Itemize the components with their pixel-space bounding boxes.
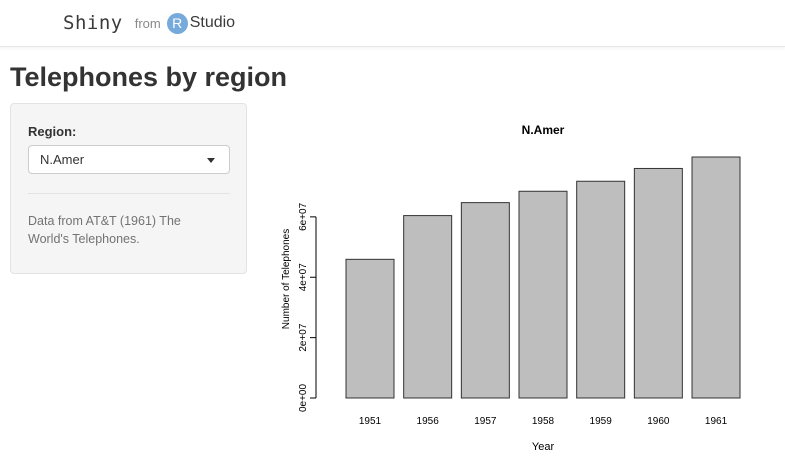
- bar-1960: [633, 167, 683, 399]
- brand-studio-text: Studio: [189, 14, 236, 31]
- brand-from-text: from: [134, 15, 161, 31]
- region-select-value: N.Amer: [40, 152, 85, 167]
- x-axis-label: Year: [532, 441, 555, 453]
- bars: [345, 156, 741, 399]
- x-tick-label: 1960: [647, 416, 670, 427]
- help-text: Data from AT&T (1961) The World's Teleph…: [28, 214, 181, 246]
- y-tick-label: 0e+00: [298, 384, 309, 413]
- bar-chart: N.Amer Year Number of Telephones 0e+00 2e…: [281, 123, 741, 453]
- brand-logo: Shiny from R Studio: [63, 10, 235, 36]
- y-tick-label: 2e+07: [298, 323, 309, 352]
- x-tick-label: 1958: [532, 416, 555, 427]
- y-tick-label: 4e+07: [298, 263, 309, 292]
- bar-1958: [518, 190, 568, 399]
- x-tick-label: 1956: [417, 416, 440, 427]
- brand-shiny-text: Shiny: [63, 12, 123, 34]
- region-label: Region:: [28, 124, 77, 139]
- caret-down-icon: [207, 158, 215, 163]
- divider: [28, 193, 230, 194]
- bar-1956: [403, 215, 453, 399]
- r-logo-icon: R: [166, 12, 188, 34]
- x-tick-label: 1961: [705, 416, 728, 427]
- x-tick-label: 1957: [474, 416, 497, 427]
- bar-1959: [576, 180, 626, 399]
- chart-title: N.Amer: [522, 123, 565, 137]
- y-axis: 0e+00 2e+07 4e+07 6e+07: [298, 202, 317, 413]
- region-select[interactable]: N.Amer: [28, 145, 230, 174]
- navbar: Shiny from R Studio: [0, 0, 785, 47]
- y-tick-label: 6e+07: [298, 202, 309, 231]
- y-axis-label: Number of Telephones: [281, 229, 292, 329]
- sidebar-panel: Region: N.Amer Data from AT&T (1961) The…: [10, 103, 247, 274]
- page-title: Telephones by region: [10, 62, 288, 92]
- x-tick-label: 1959: [590, 416, 613, 427]
- x-tick-labels: 1951 1956 1957 1958 1959 1960 1961: [359, 416, 728, 427]
- bar-1961: [691, 156, 741, 399]
- bar-1951: [345, 258, 395, 399]
- x-tick-label: 1951: [359, 416, 382, 427]
- bar-1957: [460, 202, 510, 399]
